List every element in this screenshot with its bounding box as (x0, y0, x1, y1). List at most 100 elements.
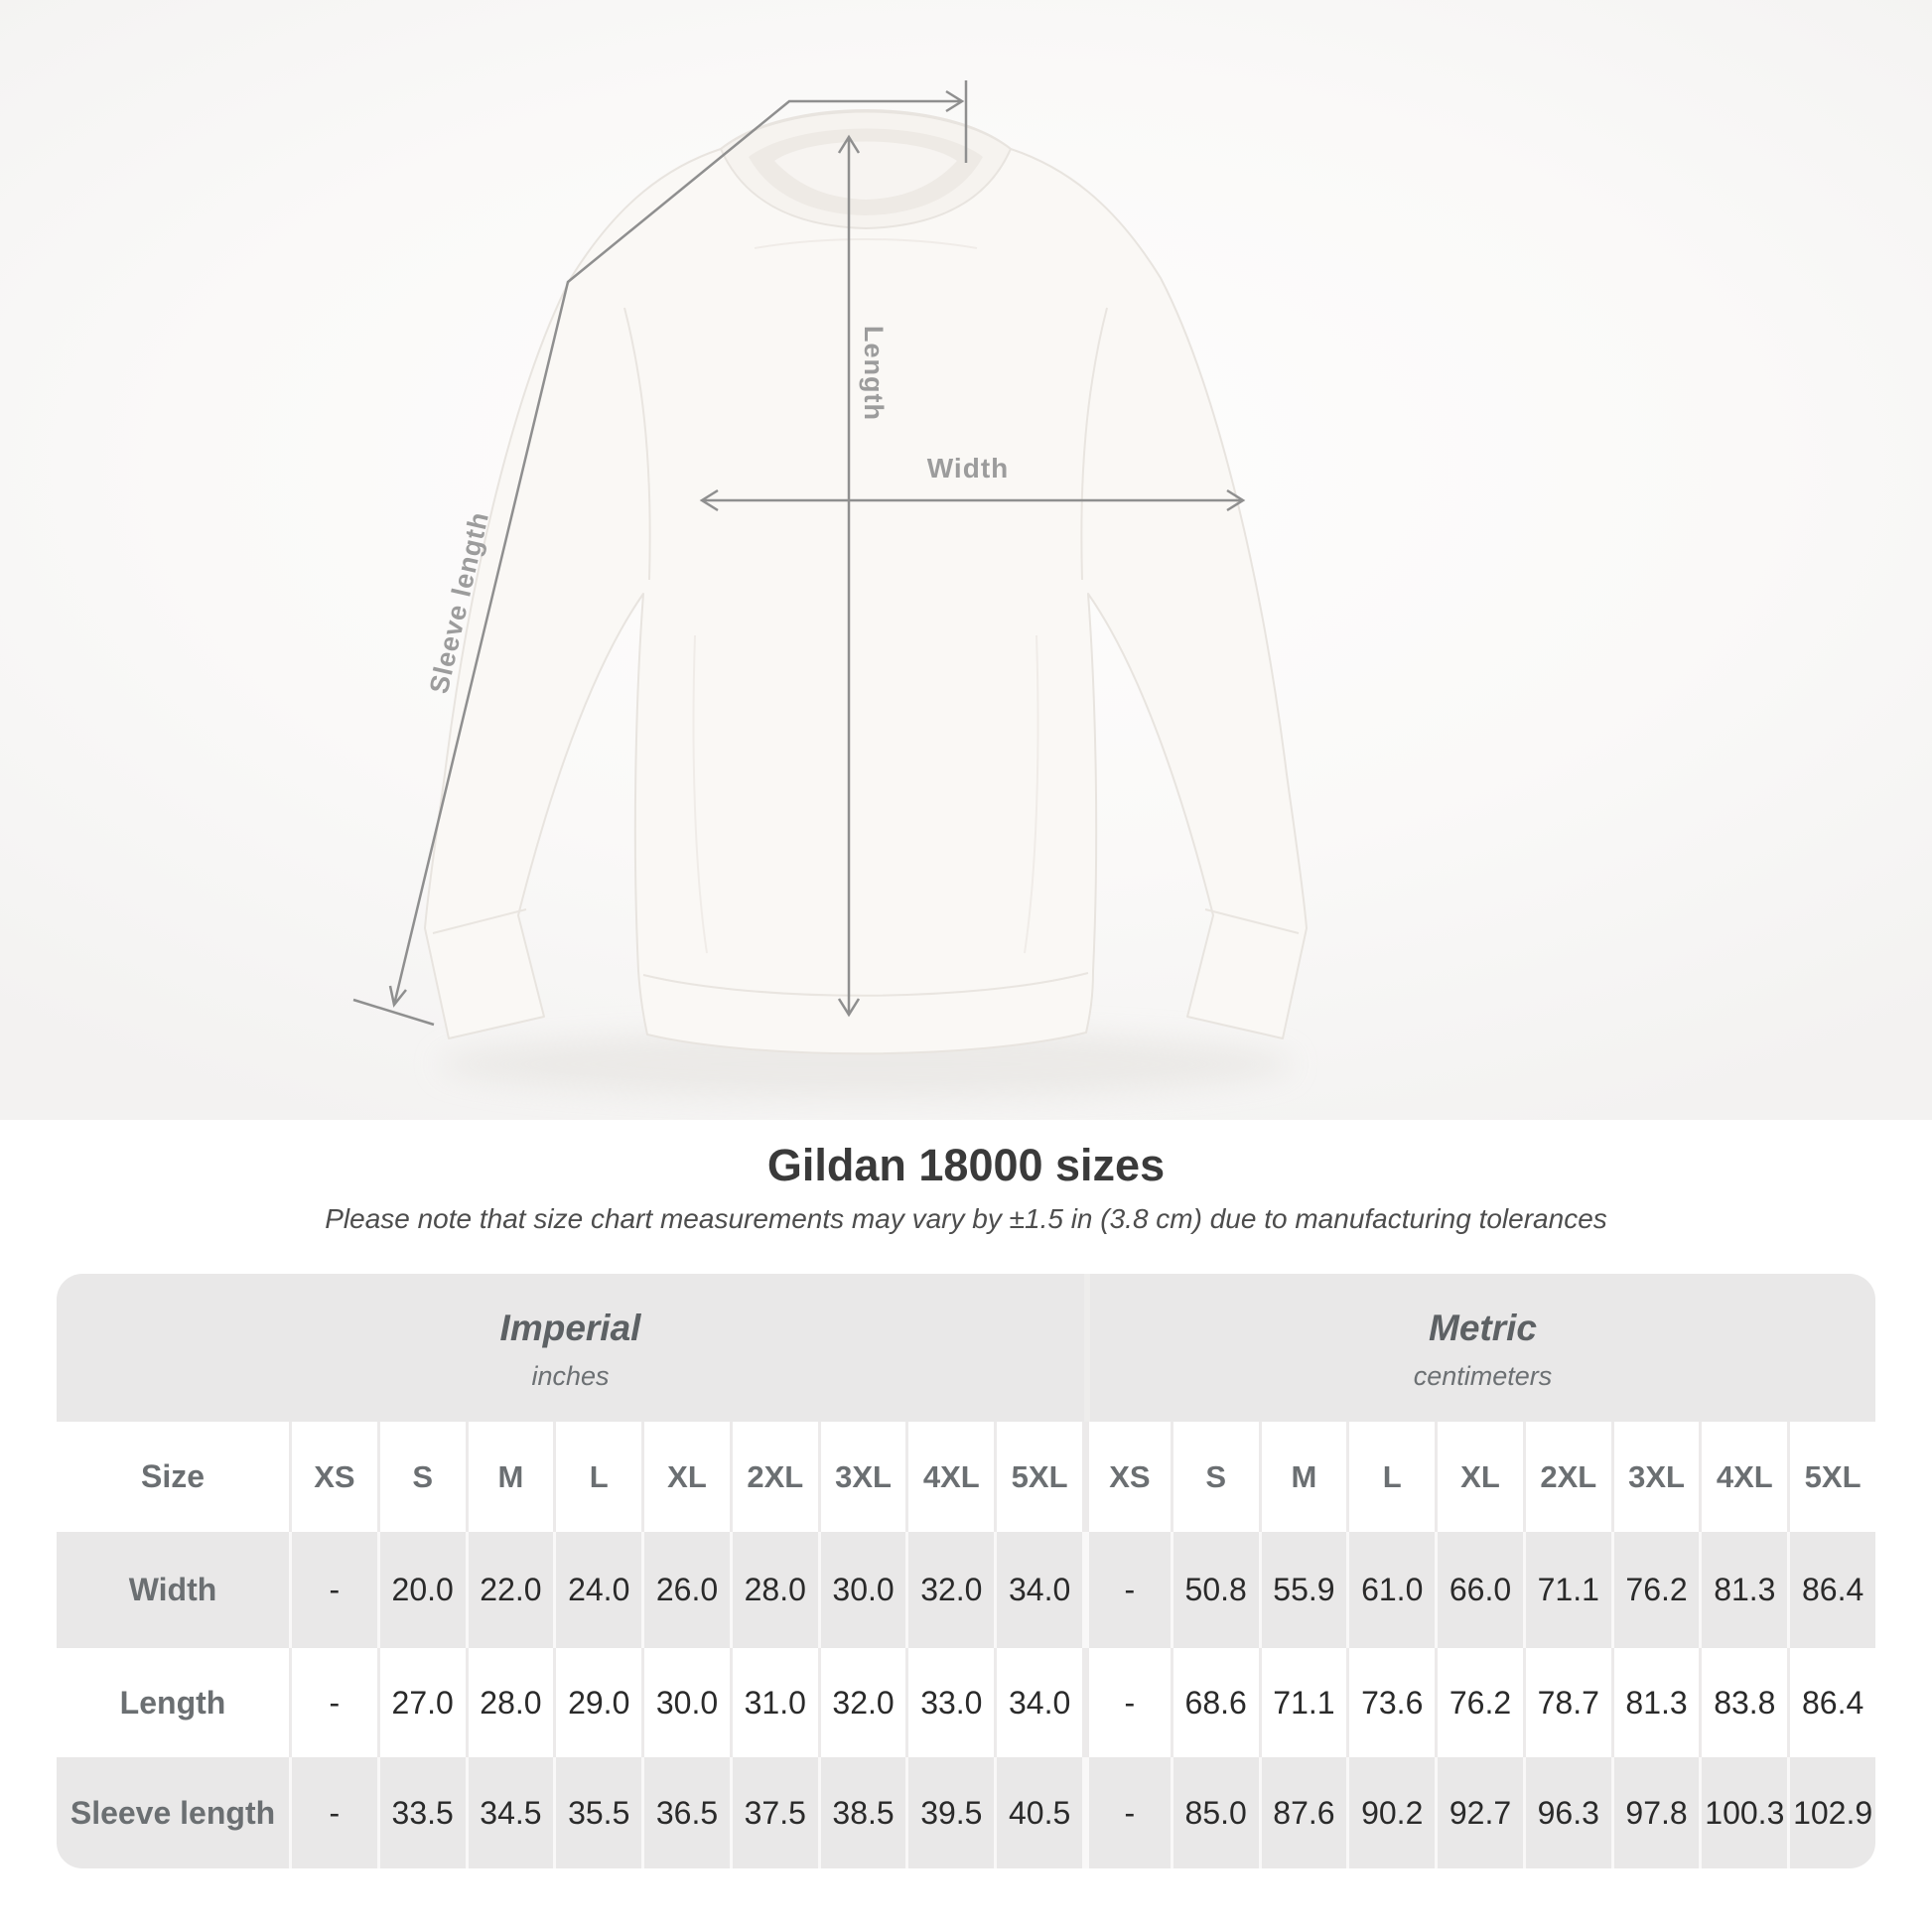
metric-group-header: Metric centimeters (1084, 1274, 1875, 1422)
cell: 35.5 (553, 1757, 641, 1868)
cell: 20.0 (376, 1532, 466, 1648)
length-arrow-down (837, 998, 861, 1018)
cell: 34.0 (994, 1648, 1082, 1757)
col-header: L (553, 1422, 641, 1532)
cell: 61.0 (1346, 1532, 1435, 1648)
sleeve-cuff-tick (352, 998, 435, 1027)
length-measure-label: Length (859, 326, 889, 421)
col-header: XL (641, 1422, 730, 1532)
garment-folds (692, 238, 1039, 954)
cell: 100.3 (1699, 1757, 1787, 1868)
metric-group-name: Metric (1429, 1308, 1537, 1348)
cell: 68.6 (1170, 1648, 1259, 1757)
width-arrow-left (699, 488, 719, 512)
cell: 85.0 (1170, 1757, 1259, 1868)
cell: - (289, 1757, 377, 1868)
cell: 34.5 (465, 1757, 554, 1868)
sleeve-measure-line (392, 99, 962, 1006)
cell: 96.3 (1522, 1757, 1611, 1868)
cell: 32.0 (817, 1648, 906, 1757)
cell: 31.0 (729, 1648, 818, 1757)
cell: 76.2 (1610, 1532, 1700, 1648)
cell: 76.2 (1435, 1648, 1523, 1757)
col-header: 5XL (1787, 1422, 1875, 1532)
col-header: 4XL (1699, 1422, 1787, 1532)
width-measure-label: Width (926, 453, 1010, 483)
size-col-header: Size (140, 1458, 206, 1494)
cell: 26.0 (641, 1532, 730, 1648)
cell: 71.1 (1258, 1648, 1347, 1757)
col-header: 5XL (994, 1422, 1082, 1532)
cell: 83.8 (1699, 1648, 1787, 1757)
cell: 50.8 (1170, 1532, 1259, 1648)
cell: - (1082, 1757, 1171, 1868)
cell: 29.0 (553, 1648, 641, 1757)
cell: 30.0 (817, 1532, 906, 1648)
col-header: 3XL (1610, 1422, 1700, 1532)
imperial-group-name: Imperial (499, 1308, 641, 1348)
cell: - (289, 1532, 377, 1648)
cell: - (1082, 1532, 1171, 1648)
col-header: S (1170, 1422, 1259, 1532)
cell: 32.0 (905, 1532, 994, 1648)
col-header: M (1258, 1422, 1347, 1532)
page-title: Gildan 18000 sizes (766, 1140, 1166, 1190)
cell: 27.0 (376, 1648, 466, 1757)
cell: 36.5 (641, 1757, 730, 1868)
size-table: Imperial inches Metric centimeters Size … (57, 1274, 1875, 1868)
col-header: 4XL (905, 1422, 994, 1532)
unit-group-row: Imperial inches Metric centimeters (57, 1274, 1875, 1422)
cell: 30.0 (641, 1648, 730, 1757)
cell: 86.4 (1787, 1532, 1875, 1648)
row-label: Sleeve length (69, 1794, 276, 1831)
sweatshirt-body (424, 109, 1308, 1055)
col-header: 2XL (1522, 1422, 1611, 1532)
cell: 81.3 (1610, 1648, 1700, 1757)
cell: - (1082, 1648, 1171, 1757)
sleeve-arrow-right (945, 89, 965, 113)
col-header: XS (1082, 1422, 1171, 1532)
cell: - (289, 1648, 377, 1757)
cell: 87.6 (1258, 1757, 1347, 1868)
width-arrow-right (1226, 488, 1246, 512)
cell: 33.5 (376, 1757, 466, 1868)
cell: 38.5 (817, 1757, 906, 1868)
sleeve-arrow-end (388, 985, 407, 1008)
table-row-width: Width - 20.0 22.0 24.0 26.0 28.0 30.0 32… (57, 1532, 1875, 1648)
cell: 81.3 (1699, 1532, 1787, 1648)
cell: 28.0 (729, 1532, 818, 1648)
cell: 78.7 (1522, 1648, 1611, 1757)
table-row-length: Length - 27.0 28.0 29.0 30.0 31.0 32.0 3… (57, 1648, 1875, 1757)
cell: 28.0 (465, 1648, 554, 1757)
imperial-group-header: Imperial inches (57, 1274, 1084, 1422)
garment-shadow (439, 1031, 1293, 1098)
col-header: XS (289, 1422, 377, 1532)
cell: 37.5 (729, 1757, 818, 1868)
col-header: L (1346, 1422, 1435, 1532)
cell: 92.7 (1435, 1757, 1523, 1868)
cell: 90.2 (1346, 1757, 1435, 1868)
table-row-sleeve-length: Sleeve length - 33.5 34.5 35.5 36.5 37.5… (57, 1757, 1875, 1868)
tolerance-note: Please note that size chart measurements… (325, 1203, 1607, 1234)
measurement-lines (352, 80, 1246, 1027)
cell: 73.6 (1346, 1648, 1435, 1757)
cell: 102.9 (1787, 1757, 1875, 1868)
length-arrow-up (837, 134, 861, 154)
cell: 34.0 (994, 1532, 1082, 1648)
cell: 24.0 (553, 1532, 641, 1648)
size-diagram: Length Width Sleeve length (0, 0, 1932, 1120)
garment-seams (432, 307, 1300, 997)
cell: 97.8 (1610, 1757, 1700, 1868)
col-header: 2XL (729, 1422, 818, 1532)
cell: 39.5 (905, 1757, 994, 1868)
row-label: Width (128, 1572, 217, 1607)
sweatshirt-illustration (352, 80, 1308, 1098)
col-header: 3XL (817, 1422, 906, 1532)
cell: 86.4 (1787, 1648, 1875, 1757)
cell: 55.9 (1258, 1532, 1347, 1648)
col-header: S (376, 1422, 466, 1532)
cell: 71.1 (1522, 1532, 1611, 1648)
cell: 33.0 (905, 1648, 994, 1757)
cell: 66.0 (1435, 1532, 1523, 1648)
